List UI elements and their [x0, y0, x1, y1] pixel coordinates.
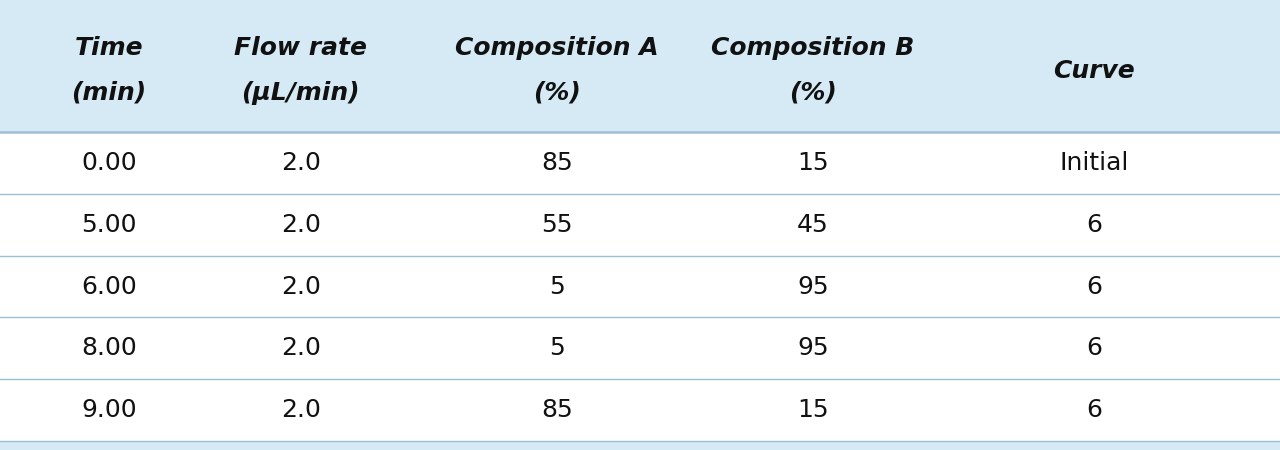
Bar	[0, 317, 1280, 379]
Text: 2.0: 2.0	[280, 151, 321, 175]
Text: 15: 15	[797, 398, 828, 422]
Bar	[0, 132, 1280, 194]
Text: Initial: Initial	[1060, 151, 1129, 175]
Bar	[0, 9, 1280, 132]
Text: 6.00: 6.00	[81, 274, 137, 298]
Text: 8.00: 8.00	[81, 336, 137, 360]
Text: Flow rate: Flow rate	[234, 36, 367, 60]
Text: 85: 85	[541, 398, 572, 422]
Text: (%): (%)	[788, 81, 837, 105]
Text: 45: 45	[797, 213, 828, 237]
Bar	[0, 256, 1280, 317]
Text: 6: 6	[1087, 213, 1102, 237]
Text: 2.0: 2.0	[280, 274, 321, 298]
Text: (μL/min): (μL/min)	[242, 81, 360, 105]
Text: 6: 6	[1087, 274, 1102, 298]
Bar	[0, 194, 1280, 256]
Text: 85: 85	[541, 151, 572, 175]
Bar	[0, 379, 1280, 441]
Text: 6: 6	[1087, 398, 1102, 422]
Text: 2.0: 2.0	[280, 336, 321, 360]
Text: (%): (%)	[532, 81, 581, 105]
Text: 15: 15	[797, 151, 828, 175]
Text: Composition B: Composition B	[712, 36, 914, 60]
Text: Time: Time	[74, 36, 143, 60]
Text: 0.00: 0.00	[81, 151, 137, 175]
Text: Curve: Curve	[1053, 58, 1135, 82]
Text: Composition A: Composition A	[454, 36, 659, 60]
Text: 2.0: 2.0	[280, 398, 321, 422]
Text: 95: 95	[797, 274, 828, 298]
Text: 6: 6	[1087, 336, 1102, 360]
Text: 55: 55	[541, 213, 572, 237]
Text: (min): (min)	[72, 81, 146, 105]
Text: 95: 95	[797, 336, 828, 360]
Text: 9.00: 9.00	[81, 398, 137, 422]
Text: 5.00: 5.00	[81, 213, 137, 237]
Text: 2.0: 2.0	[280, 213, 321, 237]
Text: 5: 5	[549, 336, 564, 360]
Text: 5: 5	[549, 274, 564, 298]
